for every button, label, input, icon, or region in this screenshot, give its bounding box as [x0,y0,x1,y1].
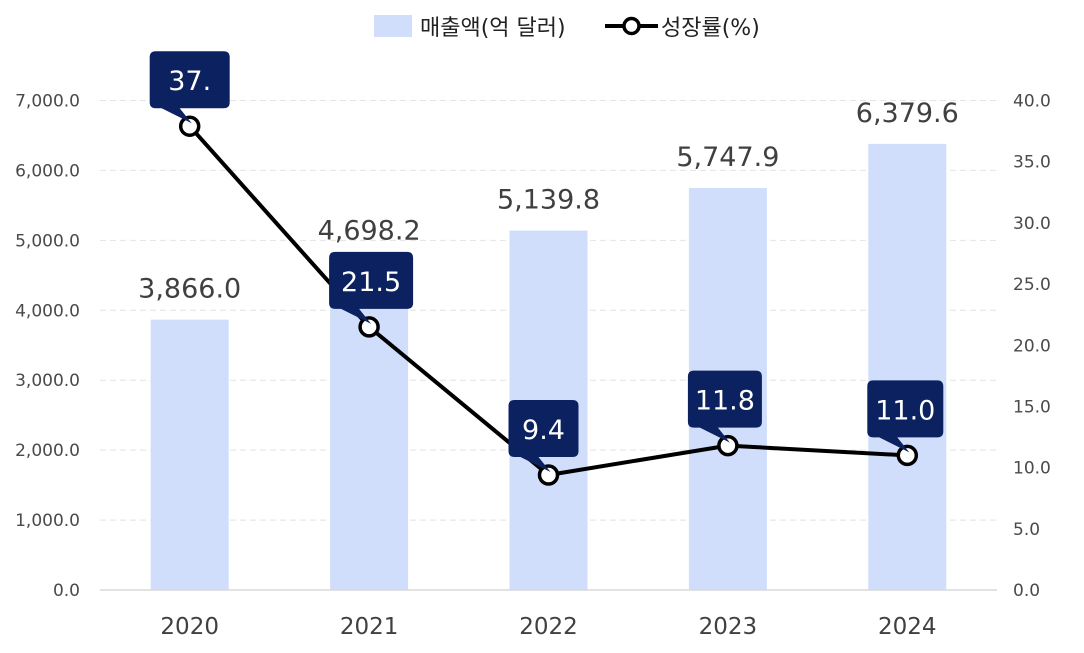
bar [330,261,409,590]
line-marker [717,434,739,457]
growth-value-label: 37. [168,66,211,97]
legend-label-growth: 성장률(%) [661,16,760,41]
bar [150,319,229,590]
growth-value-label: 21.5 [341,267,401,298]
growth-callout: 11.8 [687,370,762,443]
line-marker [896,444,919,467]
bar-value-label: 5,139.8 [497,185,600,216]
y-left-tick-label: 7,000.0 [15,92,80,112]
bar [868,143,947,591]
bar-value-label: 3,866.0 [138,274,241,305]
growth-callout: 11.0 [867,380,944,453]
y-left-tick-label: 3,000.0 [15,371,80,391]
y-right-tick-label: 10.0 [1013,459,1051,479]
growth-value-label: 11.8 [695,386,755,417]
x-tick-label: 2023 [699,614,758,640]
callout-box [508,399,579,472]
growth-callout: 37. [149,51,230,124]
legend-marker-icon [622,16,641,36]
data-labels: 3,866.0 4,698.2 5,139.8 5,747.9 6,379.6 37. 21… [138,51,959,472]
callout-box [329,251,414,324]
legend-swatch-bar [374,15,412,37]
y-left-tick-label: 6,000.0 [15,161,80,181]
y-right-tick-label: 35.0 [1013,153,1051,173]
callout-box [687,370,762,443]
y-left-tick-label: 4,000.0 [15,301,80,321]
y-left-tick-label: 2,000.0 [15,441,80,461]
x-tick-label: 2021 [340,614,399,640]
y-right-tick-label: 25.0 [1013,275,1051,295]
y-right-tick-label: 20.0 [1013,336,1051,356]
callout-box [867,380,944,453]
growth-line [178,115,919,486]
x-tick-label: 2024 [878,614,937,640]
growth-callout: 9.4 [508,399,579,472]
y-right-tick-label: 0.0 [1013,581,1040,601]
line-marker [178,115,201,137]
y-right-tick-label: 30.0 [1013,214,1051,234]
y-left-tick-label: 1,000.0 [15,511,80,531]
y-right-tick-label: 15.0 [1013,397,1051,417]
bar-value-label: 5,747.9 [676,142,779,173]
x-tick-label: 2020 [160,614,219,640]
bar-value-label: 4,698.2 [318,215,421,246]
growth-callout: 21.5 [329,251,414,324]
bar-value-label: 6,379.6 [856,98,959,129]
legend: 매출액(억 달러) 성장률(%) [374,15,760,41]
legend-label-sales: 매출액(억 달러) [420,16,566,41]
y-right-tick-label: 5.0 [1013,520,1040,540]
callout-box [149,51,230,124]
growth-value-label: 9.4 [522,415,565,446]
x-tick-label: 2022 [519,614,578,640]
y-right-tick-label: 40.0 [1013,92,1051,112]
axes: 0.0 1,000.0 2,000.0 3,000.0 4,000.0 5,000.0 6,… [15,92,1051,641]
line-marker [537,464,560,486]
growth-value-label: 11.0 [875,395,935,426]
bars [150,143,947,591]
y-left-tick-label: 5,000.0 [15,231,80,251]
y-left-tick-label: 0.0 [53,581,80,601]
line-marker [358,316,380,338]
